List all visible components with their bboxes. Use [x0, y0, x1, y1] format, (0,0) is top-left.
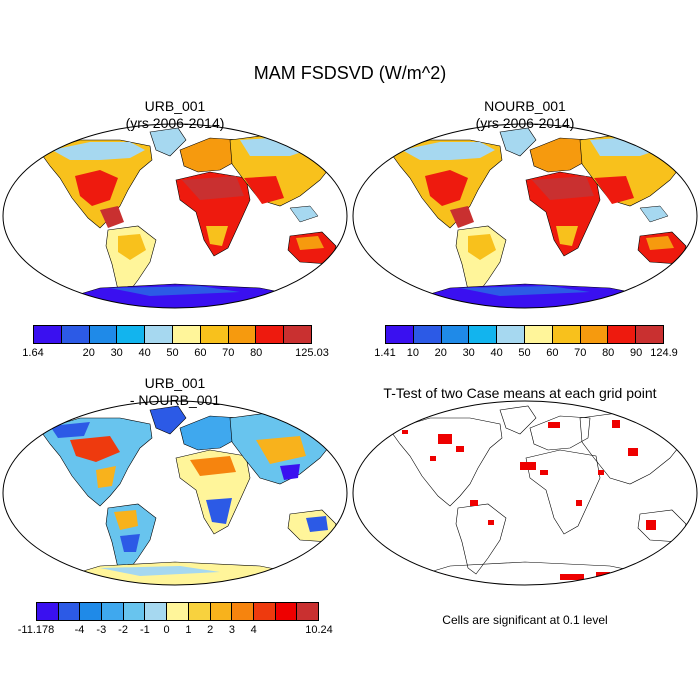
colorbar-label: -4: [74, 624, 85, 636]
colorbar-segment: [172, 326, 201, 343]
colorbar-label: 10.24: [305, 624, 333, 636]
panel-title-diff: URB_001 - NOURB_001: [35, 375, 315, 409]
colorbar-segment: [228, 326, 257, 343]
colorbar-segment: [102, 603, 124, 620]
colorbar-label: 0: [163, 624, 170, 636]
panel-title-line2: (yrs 2006-2014): [125, 115, 225, 131]
significance-note: Cells are significant at 0.1 level: [442, 613, 608, 627]
colorbar-segment: [200, 326, 229, 343]
panel-title-line1: URB_001: [144, 375, 206, 391]
colorbar-label: 4: [250, 624, 257, 636]
colorbar-label: 50: [166, 347, 179, 359]
panel-title-line1: URB_001: [144, 98, 206, 114]
colorbar-label: -11.178: [17, 624, 55, 636]
panel-title-line2: - NOURB_001: [129, 392, 221, 408]
panel-title-line2: (yrs 2006-2014): [475, 115, 575, 131]
colorbar-label: 20: [82, 347, 95, 359]
colorbar-segment: [386, 326, 414, 343]
colorbar-segment: [167, 603, 189, 620]
colorbar-label: 2: [207, 624, 214, 636]
colorbar-label: 1: [185, 624, 192, 636]
colorbar-nourb: [385, 325, 664, 344]
colorbar-label: 10: [406, 347, 420, 359]
colorbar-segment: [636, 326, 663, 343]
colorbar-label: 30: [462, 347, 475, 359]
colorbar-label: 80: [250, 347, 263, 359]
colorbar-segment: [117, 326, 146, 343]
colorbar-label: 80: [602, 347, 615, 359]
colorbar-segment: [80, 603, 103, 620]
colorbar-segment: [580, 326, 609, 343]
figure-title: MAM FSDSVD (W/m^2): [253, 63, 447, 83]
colorbar-segment: [89, 326, 118, 343]
colorbar-segment: [524, 326, 553, 343]
colorbar-label: 30: [110, 347, 123, 359]
colorbar-segment: [145, 326, 173, 343]
colorbar-segment: [34, 326, 62, 343]
colorbar-segment: [497, 326, 525, 343]
colorbar-labels-nourb: 1.41 10 20 30 40 50 60 70 80 90 124.9: [374, 347, 677, 361]
colorbar-segment: [123, 603, 146, 620]
colorbar-segment: [210, 603, 233, 620]
colorbar-label: 70: [574, 347, 587, 359]
colorbar-label: 20: [434, 347, 447, 359]
colorbar-segment: [37, 603, 59, 620]
colorbar-segment: [256, 326, 285, 343]
colorbar-segment: [441, 326, 470, 343]
colorbar-segment: [469, 326, 498, 343]
colorbar-segment: [608, 326, 637, 343]
colorbar-label: 40: [490, 347, 503, 359]
colorbar-label: 1.41: [374, 347, 396, 359]
colorbar-label: -2: [118, 624, 128, 636]
colorbar-segment: [552, 326, 581, 343]
colorbar-segment: [188, 603, 211, 620]
colorbar-label: -3: [96, 624, 107, 636]
panel-title-line1: NOURB_001: [484, 98, 566, 114]
colorbar-difference: [36, 602, 319, 621]
colorbar-label: 40: [138, 347, 151, 359]
colorbar-label: 60: [194, 347, 207, 359]
colorbar-segment: [61, 326, 90, 343]
colorbar-segment: [284, 326, 311, 343]
colorbar-segment: [145, 603, 168, 620]
colorbar-label: 90: [629, 347, 643, 359]
colorbar-label: 124.9: [650, 347, 678, 359]
colorbar-segment: [297, 603, 318, 620]
colorbar-label: 1.64: [22, 347, 44, 359]
colorbar-label: -1: [139, 624, 150, 636]
colorbar-label: 50: [518, 347, 531, 359]
panel-title-line1: T-Test of two Case means at each grid po…: [383, 385, 657, 401]
colorbar-labels-difference: -11.178 -4 -3 -2 -1 0 1 2 3 4 10.24: [18, 624, 333, 638]
colorbar-segment: [232, 603, 254, 620]
colorbar-label: 70: [222, 347, 235, 359]
colorbar-segment: [413, 326, 442, 343]
colorbar-urb: [33, 325, 312, 344]
colorbar-label: 3: [228, 624, 235, 636]
colorbar-label: 60: [546, 347, 559, 359]
panel-title-ttest: T-Test of two Case means at each grid po…: [345, 385, 695, 402]
colorbar-labels-urb: 1.64 20 30 40 50 60 70 80 125.03: [22, 347, 329, 361]
colorbar-segment: [275, 603, 298, 620]
colorbar-segment: [58, 603, 81, 620]
panel-title-urb: URB_001 (yrs 2006-2014): [35, 98, 315, 132]
panel-title-nourb: NOURB_001 (yrs 2006-2014): [385, 98, 665, 132]
colorbar-segment: [253, 603, 276, 620]
colorbar-label: 125.03: [295, 347, 329, 359]
